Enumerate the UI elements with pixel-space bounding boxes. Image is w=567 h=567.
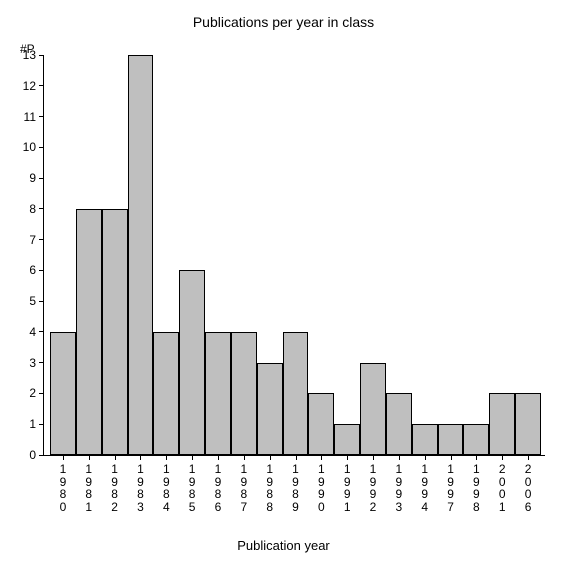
xtick-mark	[373, 455, 374, 460]
ytick-label: 2	[29, 386, 36, 400]
chart-title: Publications per year in class	[0, 14, 567, 30]
xtick-mark	[140, 455, 141, 460]
xtick-label: 1984	[160, 463, 172, 513]
bar	[205, 332, 231, 455]
xtick-mark	[451, 455, 452, 460]
xtick-label: 1987	[238, 463, 250, 513]
ytick-mark	[39, 116, 44, 117]
xtick-label: 1980	[57, 463, 69, 513]
xtick-label: 1985	[186, 463, 198, 513]
bar	[128, 55, 154, 455]
ytick-label: 5	[29, 294, 36, 308]
xtick-mark	[166, 455, 167, 460]
xtick-label: 1986	[212, 463, 224, 513]
ytick-label: 6	[29, 263, 36, 277]
bar	[463, 424, 489, 455]
xtick-mark	[321, 455, 322, 460]
xtick-label: 1988	[264, 463, 276, 513]
xtick-mark	[399, 455, 400, 460]
xtick-label: 1983	[134, 463, 146, 513]
bar	[153, 332, 179, 455]
x-axis-label: Publication year	[0, 538, 567, 553]
ytick-label: 7	[29, 233, 36, 247]
xtick-mark	[115, 455, 116, 460]
ytick-label: 3	[29, 356, 36, 370]
xtick-mark	[347, 455, 348, 460]
ytick-label: 0	[29, 448, 36, 462]
ytick-label: 13	[23, 48, 36, 62]
ytick-mark	[39, 301, 44, 302]
ytick-mark	[39, 147, 44, 148]
bar	[489, 393, 515, 455]
xtick-label: 1990	[315, 463, 327, 513]
xtick-label: 1997	[445, 463, 457, 513]
xtick-mark	[502, 455, 503, 460]
bar	[283, 332, 309, 455]
ytick-label: 9	[29, 171, 36, 185]
xtick-label: 1998	[470, 463, 482, 513]
publications-chart: Publications per year in class #P 012345…	[0, 0, 567, 567]
xtick-label: 1993	[393, 463, 405, 513]
bar	[515, 393, 541, 455]
xtick-mark	[528, 455, 529, 460]
bar	[386, 393, 412, 455]
ytick-mark	[39, 239, 44, 240]
ytick-label: 1	[29, 417, 36, 431]
xtick-mark	[296, 455, 297, 460]
ytick-mark	[39, 55, 44, 56]
ytick-label: 10	[23, 140, 36, 154]
ytick-label: 8	[29, 202, 36, 216]
bar	[334, 424, 360, 455]
ytick-mark	[39, 362, 44, 363]
xtick-label: 1994	[419, 463, 431, 513]
ytick-label: 4	[29, 325, 36, 339]
ytick-mark	[39, 270, 44, 271]
xtick-mark	[425, 455, 426, 460]
bar	[76, 209, 102, 455]
xtick-label: 2006	[522, 463, 534, 513]
xtick-mark	[244, 455, 245, 460]
xtick-label: 2001	[496, 463, 508, 513]
ytick-label: 11	[24, 110, 36, 124]
bar	[102, 209, 128, 455]
xtick-mark	[218, 455, 219, 460]
ytick-mark	[39, 85, 44, 86]
bar	[360, 363, 386, 455]
xtick-mark	[270, 455, 271, 460]
plot-area: 0123456789101112131980198119821983198419…	[43, 55, 545, 456]
xtick-mark	[192, 455, 193, 460]
xtick-mark	[63, 455, 64, 460]
ytick-mark	[39, 208, 44, 209]
ytick-label: 12	[23, 79, 36, 93]
xtick-label: 1982	[109, 463, 121, 513]
bar	[257, 363, 283, 455]
ytick-mark	[39, 331, 44, 332]
xtick-label: 1992	[367, 463, 379, 513]
bar	[179, 270, 205, 455]
bar	[438, 424, 464, 455]
xtick-mark	[89, 455, 90, 460]
ytick-mark	[39, 455, 44, 456]
bar	[231, 332, 257, 455]
xtick-label: 1981	[83, 463, 95, 513]
ytick-mark	[39, 424, 44, 425]
bar	[50, 332, 76, 455]
xtick-label: 1991	[341, 463, 353, 513]
xtick-mark	[476, 455, 477, 460]
bar	[412, 424, 438, 455]
bar	[308, 393, 334, 455]
xtick-label: 1989	[290, 463, 302, 513]
ytick-mark	[39, 393, 44, 394]
ytick-mark	[39, 178, 44, 179]
